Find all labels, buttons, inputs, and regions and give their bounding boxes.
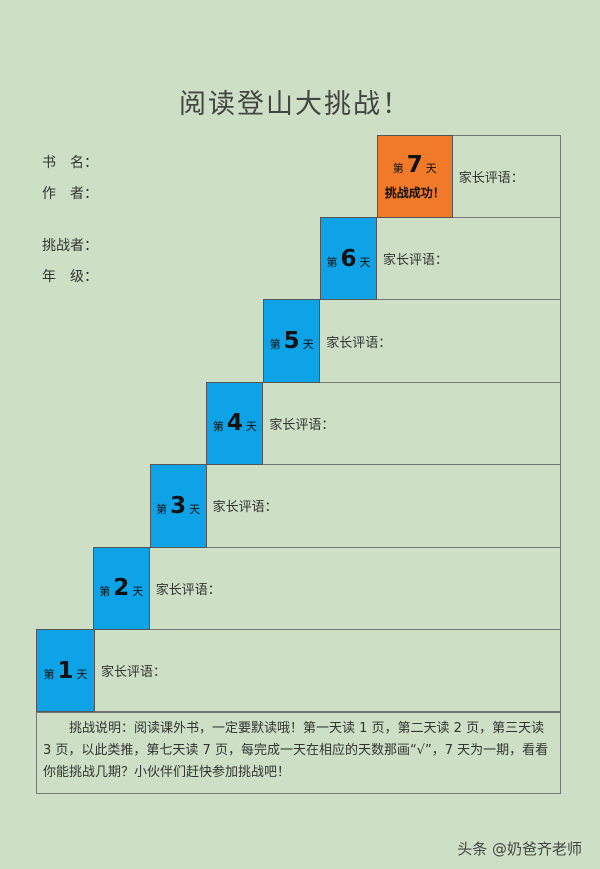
day-prefix: 第 bbox=[269, 338, 281, 352]
day-suffix: 天 bbox=[359, 255, 371, 269]
comment-label: 家长评语： bbox=[101, 665, 167, 681]
day-suffix: 天 bbox=[132, 585, 144, 599]
day-number: 1 bbox=[57, 657, 74, 684]
day-number: 7 bbox=[406, 151, 423, 178]
day-suffix: 天 bbox=[302, 338, 314, 352]
day-prefix: 第 bbox=[99, 585, 111, 599]
comment-label: 家长评语： bbox=[326, 335, 392, 351]
day-number: 3 bbox=[170, 492, 187, 519]
day-number: 4 bbox=[226, 410, 243, 437]
day-number: 5 bbox=[283, 328, 300, 355]
field-label: 挑战者： bbox=[42, 238, 98, 254]
day-suffix: 天 bbox=[189, 502, 201, 516]
field-label: 年 级： bbox=[42, 269, 98, 285]
day-suffix: 天 bbox=[245, 420, 257, 434]
field-label: 书 名： bbox=[42, 155, 98, 171]
field-label: 作 者： bbox=[42, 186, 98, 202]
comment-label: 家长评语： bbox=[155, 582, 221, 598]
day-suffix: 天 bbox=[76, 667, 88, 681]
step-row bbox=[149, 464, 561, 548]
day-prefix: 第 bbox=[156, 502, 168, 516]
comment-label: 家长评语： bbox=[269, 418, 335, 433]
title: 阅读登山大挑战！ bbox=[179, 89, 411, 120]
step-box: 第 7 天挑战成功！ bbox=[376, 134, 453, 218]
day-number: 2 bbox=[113, 575, 130, 602]
day-number: 6 bbox=[340, 245, 357, 272]
day-prefix: 第 bbox=[326, 255, 338, 269]
day-prefix: 第 bbox=[392, 161, 404, 175]
success-badge: 挑战成功！ bbox=[384, 185, 445, 200]
comment-label: 家长评语： bbox=[458, 170, 524, 186]
day-prefix: 第 bbox=[212, 420, 224, 434]
comment-label: 家长评语： bbox=[212, 500, 278, 516]
instructions: 挑战说明：阅读课外书，一定要默读哦！第一天读 1 页，第二天读 2 页，第三天读… bbox=[36, 712, 561, 794]
day-suffix: 天 bbox=[425, 161, 437, 175]
day-prefix: 第 bbox=[43, 667, 55, 681]
comment-label: 家长评语： bbox=[383, 253, 449, 269]
watermark: 头条 @奶爸齐老师 bbox=[457, 840, 582, 858]
